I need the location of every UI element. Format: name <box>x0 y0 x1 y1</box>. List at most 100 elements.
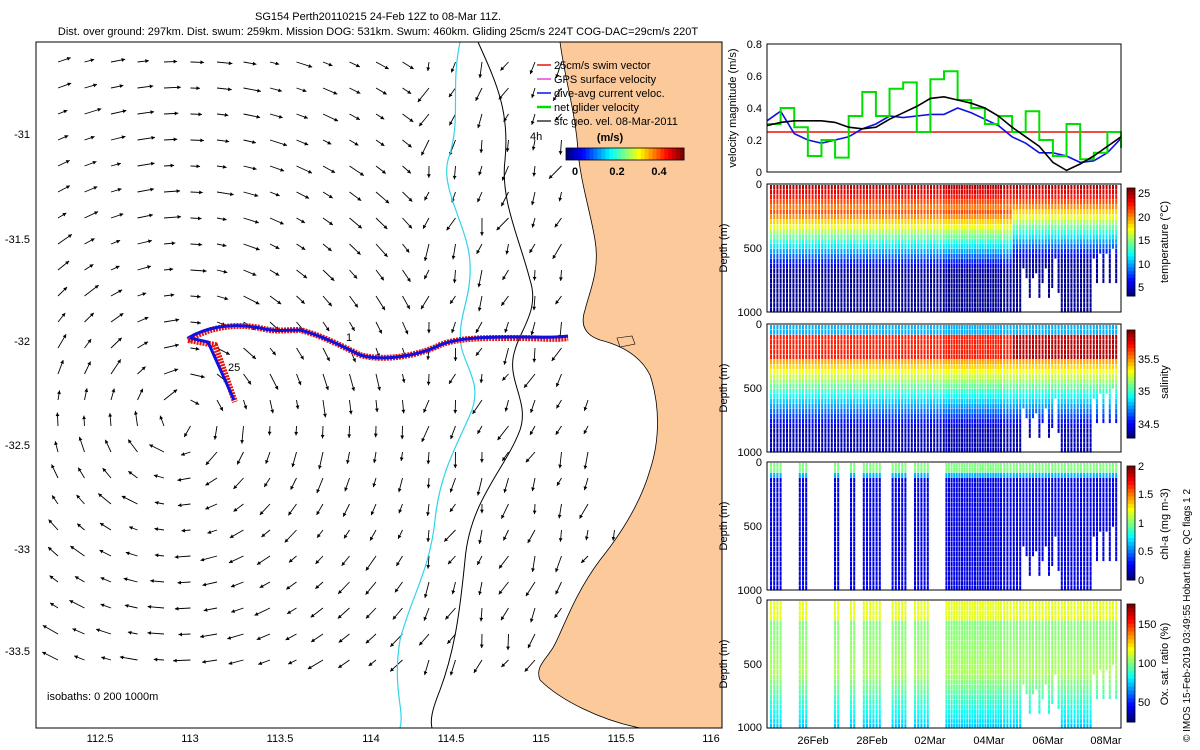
section-cell <box>818 423 820 428</box>
section-cell <box>856 334 859 340</box>
section-cell <box>808 325 811 330</box>
section-cell <box>866 344 868 350</box>
section-cell <box>920 185 923 190</box>
section-cell <box>917 185 920 190</box>
section-cell <box>994 288 997 293</box>
section-cell <box>963 283 966 288</box>
velocity-arrowhead <box>151 135 156 140</box>
velocity-arrowhead <box>173 137 178 142</box>
section-cell <box>1009 194 1012 200</box>
section-cell <box>814 288 817 293</box>
velocity-arrowhead <box>149 84 154 89</box>
section-cell <box>802 384 804 389</box>
section-cell <box>795 359 798 365</box>
velocity-arrowhead <box>381 306 385 311</box>
section-cell <box>837 185 840 190</box>
section-cell <box>1108 224 1111 229</box>
velocity-arrowhead <box>478 540 482 544</box>
section-cell <box>1041 199 1044 205</box>
section-cell <box>1070 185 1073 190</box>
section-cell <box>840 448 843 453</box>
section-cell <box>885 303 888 308</box>
section-cell <box>1105 224 1108 229</box>
section-cell <box>1070 283 1073 288</box>
section-cell <box>773 229 776 234</box>
section-cell <box>1019 283 1022 288</box>
section-cell <box>1003 214 1006 220</box>
section-cell <box>779 369 782 374</box>
section-cell <box>950 185 953 190</box>
section-cell <box>894 379 897 384</box>
velocity-series-dac <box>766 107 1122 164</box>
section-cell <box>802 308 804 313</box>
velocity-arrowhead <box>237 460 241 465</box>
map-ytick: -31.5 <box>5 234 30 246</box>
section-cell <box>856 413 859 419</box>
velocity-arrowhead <box>397 488 402 493</box>
section-cell <box>1025 273 1028 279</box>
section-cell <box>1003 209 1006 215</box>
section-cell <box>786 393 788 399</box>
section-cell <box>1073 293 1076 298</box>
section-cell <box>989 303 992 308</box>
section-cell <box>882 408 884 414</box>
section-cell <box>1016 298 1018 303</box>
velocity-arrowhead <box>480 232 484 236</box>
section-cell <box>989 268 992 274</box>
section-cell <box>917 283 920 288</box>
section-cell <box>992 258 995 264</box>
section-cell <box>827 384 830 389</box>
section-cell <box>840 408 843 414</box>
section-cell <box>939 303 942 308</box>
section-cell <box>853 393 856 399</box>
section-cell <box>1019 185 1022 190</box>
section-cell <box>808 339 811 345</box>
section-cell <box>953 214 956 220</box>
section-cell <box>910 273 913 279</box>
section-cell <box>837 288 840 293</box>
section-cell <box>795 239 798 244</box>
velocity-arrowhead <box>327 140 332 145</box>
section-cell <box>789 248 792 254</box>
section-cell <box>795 278 798 284</box>
section-cell <box>1019 199 1022 205</box>
section-cell <box>821 428 824 433</box>
section-cell <box>846 393 849 399</box>
section-cell <box>866 413 868 419</box>
section-cell <box>786 263 788 269</box>
section-cell <box>910 268 913 274</box>
section-cell <box>818 224 820 229</box>
section-cell <box>824 288 827 293</box>
section-cell <box>1035 263 1038 269</box>
section-cell <box>953 253 956 259</box>
section-cell <box>1048 253 1050 259</box>
section-cell <box>894 413 897 419</box>
section-cell <box>994 308 997 313</box>
section-cell <box>1067 253 1070 259</box>
section-cell <box>917 239 920 244</box>
velocity-arrowhead <box>305 195 310 199</box>
section-cell <box>1099 214 1102 220</box>
section-cell <box>875 369 878 374</box>
section-cell <box>974 204 976 210</box>
section-cell <box>869 393 872 399</box>
velocity-arrowhead <box>70 546 75 550</box>
section-cell <box>1108 263 1111 269</box>
section-cell <box>853 349 856 355</box>
section-cell <box>963 199 966 205</box>
section-cell <box>850 418 852 424</box>
section-cell <box>843 403 846 409</box>
section-cell <box>782 334 785 340</box>
section-cell <box>824 308 827 313</box>
section-cell <box>966 194 969 200</box>
section-cell <box>862 224 865 229</box>
colorbar-swatch <box>676 148 681 160</box>
velocity-arrowhead <box>331 169 336 173</box>
section-cell <box>789 329 792 335</box>
velocity-arrowhead <box>290 485 294 490</box>
section-cell <box>856 303 859 308</box>
section-cell <box>789 413 792 419</box>
section-cell <box>958 239 961 244</box>
section-cell <box>963 303 966 308</box>
section-cell <box>1006 278 1009 284</box>
